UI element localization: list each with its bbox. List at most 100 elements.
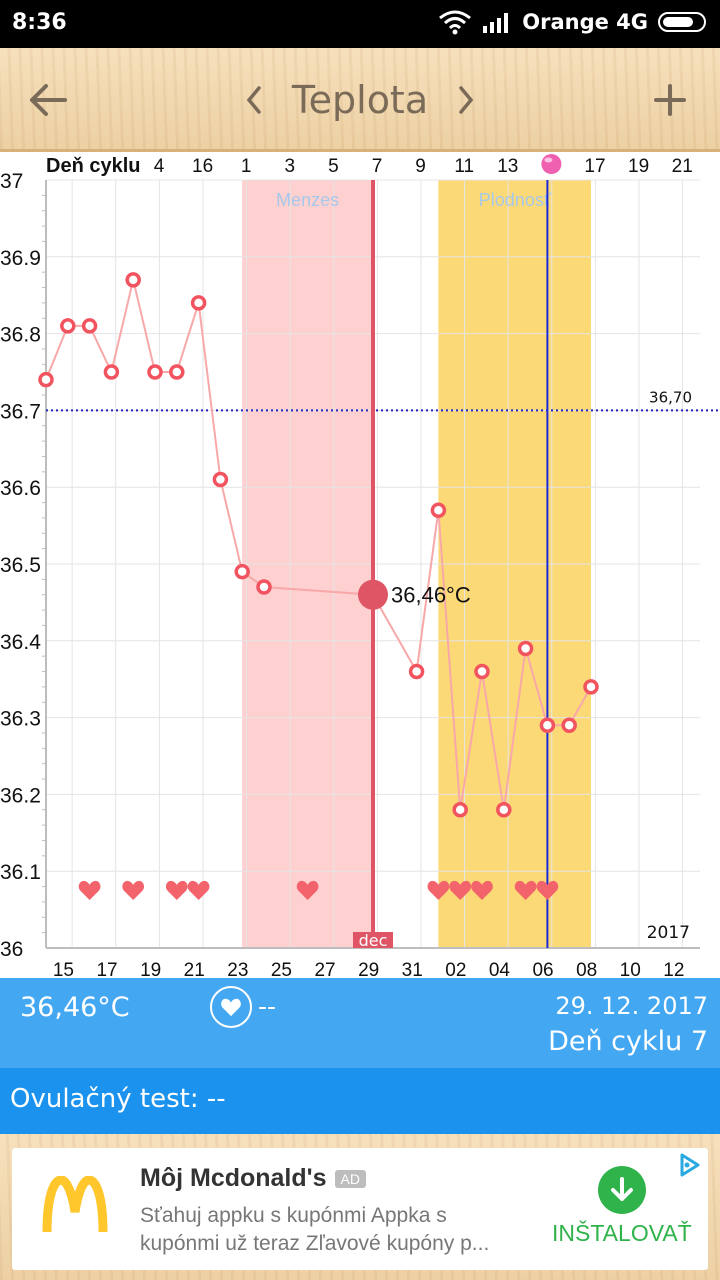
- bottom-tick-label: 29: [358, 960, 379, 978]
- top-tick-label: 9: [415, 156, 426, 177]
- data-point: [212, 471, 229, 488]
- ad-banner[interactable]: Môj Mcdonald's AD Sťahuj appku s kupónmi …: [12, 1148, 708, 1270]
- y-tick-label: 36.4: [0, 631, 41, 654]
- data-point: [474, 663, 490, 680]
- bottom-tick-label: 10: [620, 960, 641, 978]
- top-tick-label: 5: [328, 156, 339, 177]
- top-tick-label: 4: [154, 156, 165, 177]
- y-tick-label: 36.1: [0, 861, 41, 884]
- y-tick-label: 36: [0, 938, 23, 961]
- selected-point-label: 36,46°C: [391, 583, 471, 608]
- data-point: [583, 679, 599, 695]
- y-tick-label: 36.9: [0, 247, 41, 270]
- download-arrow-icon: [611, 1177, 633, 1201]
- temperature-chart-svg[interactable]: Menzes Plodnosť36,70dec36,46°C3736.936.83…: [0, 152, 720, 978]
- year-label: 2017: [647, 923, 690, 943]
- info-bar: 36,46°C -- 29. 12. 2017 Deň cyklu 7: [0, 978, 720, 1068]
- previous-button[interactable]: [226, 72, 282, 128]
- intercourse-value: --: [258, 992, 277, 1021]
- ad-description-line-1: Sťahuj appku s kupónmi Appka s: [140, 1204, 447, 1227]
- top-tick-label: 7: [372, 156, 383, 177]
- heart-icon: [221, 998, 241, 1017]
- bottom-tick-label: 27: [314, 960, 335, 978]
- cycle-day: Deň cyklu 7: [548, 1026, 708, 1057]
- band-label-fertility: Plodnosť: [479, 190, 551, 210]
- top-tick-label: 21: [672, 156, 693, 177]
- back-button[interactable]: [20, 72, 76, 128]
- intercourse-heart: [165, 880, 188, 900]
- data-point: [496, 802, 512, 818]
- bottom-tick-label: 25: [271, 960, 292, 978]
- bottom-tick-label: 15: [53, 960, 74, 978]
- wifi-icon: [439, 10, 472, 35]
- bottom-tick-label: 08: [576, 960, 597, 978]
- intercourse-heart: [471, 880, 493, 900]
- add-button[interactable]: [642, 72, 698, 128]
- top-tick-label: 16: [192, 156, 213, 177]
- intercourse-heart: [427, 880, 450, 900]
- month-label: dec: [359, 931, 388, 950]
- data-point: [125, 272, 141, 288]
- bottom-tick-label: 04: [489, 960, 511, 978]
- bottom-tick-label: 31: [402, 960, 423, 978]
- data-point: [234, 563, 250, 580]
- bottom-tick-label: 23: [227, 960, 248, 978]
- y-tick-label: 36.6: [0, 477, 41, 500]
- back-arrow-icon: [30, 84, 67, 116]
- data-point: [452, 802, 468, 818]
- y-tick-label: 36.3: [0, 708, 41, 731]
- data-point: [103, 364, 120, 380]
- data-point: [408, 663, 425, 680]
- ad-badge: AD: [334, 1170, 366, 1189]
- data-point: [38, 371, 54, 388]
- ovulation-test-row[interactable]: Ovulačný test: --: [0, 1068, 720, 1134]
- top-tick-label: 3: [285, 156, 296, 177]
- ovulation-test-label: Ovulačný test: --: [10, 1084, 226, 1114]
- y-tick-label: 36.8: [0, 324, 41, 347]
- install-button[interactable]: [598, 1166, 646, 1214]
- chevron-right-icon: [459, 86, 474, 114]
- y-tick-label: 36.7: [0, 400, 41, 423]
- data-point: [256, 579, 272, 595]
- y-tick-label: 37: [0, 170, 23, 193]
- install-label[interactable]: INŠTALOVAŤ: [552, 1220, 692, 1246]
- bottom-tick-label: 12: [663, 960, 684, 978]
- top-tick-label: 19: [628, 156, 649, 177]
- intercourse-heart: [187, 880, 210, 900]
- selected-point: [358, 579, 388, 610]
- status-icons: Orange 4G: [438, 9, 706, 35]
- ad-description: Sťahuj appku s kupónmi Appka s kupónmi u…: [140, 1202, 540, 1258]
- month-label-box: [353, 932, 393, 948]
- intercourse-button[interactable]: [210, 986, 252, 1028]
- selected-date: 29. 12. 2017: [555, 992, 708, 1020]
- y-tick-label: 36.5: [0, 554, 41, 577]
- carrier-label: Orange 4G: [522, 10, 648, 34]
- intercourse-heart: [536, 880, 559, 900]
- intercourse-heart: [122, 880, 145, 900]
- bottom-tick-label: 19: [140, 960, 161, 978]
- band-label-menses: Menzes: [276, 190, 339, 210]
- chevron-left-icon: [246, 86, 261, 114]
- intercourse-heart: [449, 880, 472, 900]
- intercourse-heart: [78, 880, 101, 900]
- status-bar: 8:36 Orange 4G: [0, 0, 720, 48]
- top-tick-label: 17: [584, 156, 605, 177]
- adchoices-icon[interactable]: [676, 1152, 702, 1178]
- data-point: [60, 318, 76, 334]
- battery-icon: [658, 12, 706, 32]
- intercourse-heart: [296, 880, 319, 900]
- app-bar: Teplota: [0, 48, 720, 152]
- data-point: [561, 717, 577, 734]
- top-tick-label: 13: [497, 156, 518, 177]
- reference-line-label: 36,70: [649, 388, 692, 406]
- temperature-chart[interactable]: Menzes Plodnosť 36,70 dec 36,46°C 37 36.9 36.8 3…: [0, 152, 720, 978]
- ad-description-line-2: kupónmi už teraz Zľavové kupóny p...: [140, 1232, 490, 1255]
- ovulation-marker-highlight: [544, 157, 553, 163]
- y-tick-label: 36.2: [0, 784, 41, 807]
- data-point: [81, 318, 98, 334]
- next-button[interactable]: [438, 72, 494, 128]
- ad-title[interactable]: Môj Mcdonald's AD: [140, 1164, 366, 1193]
- top-tick-label: 1: [241, 156, 252, 177]
- bottom-tick-label: 06: [532, 960, 553, 978]
- top-axis-title: Deň cyklu: [46, 155, 140, 177]
